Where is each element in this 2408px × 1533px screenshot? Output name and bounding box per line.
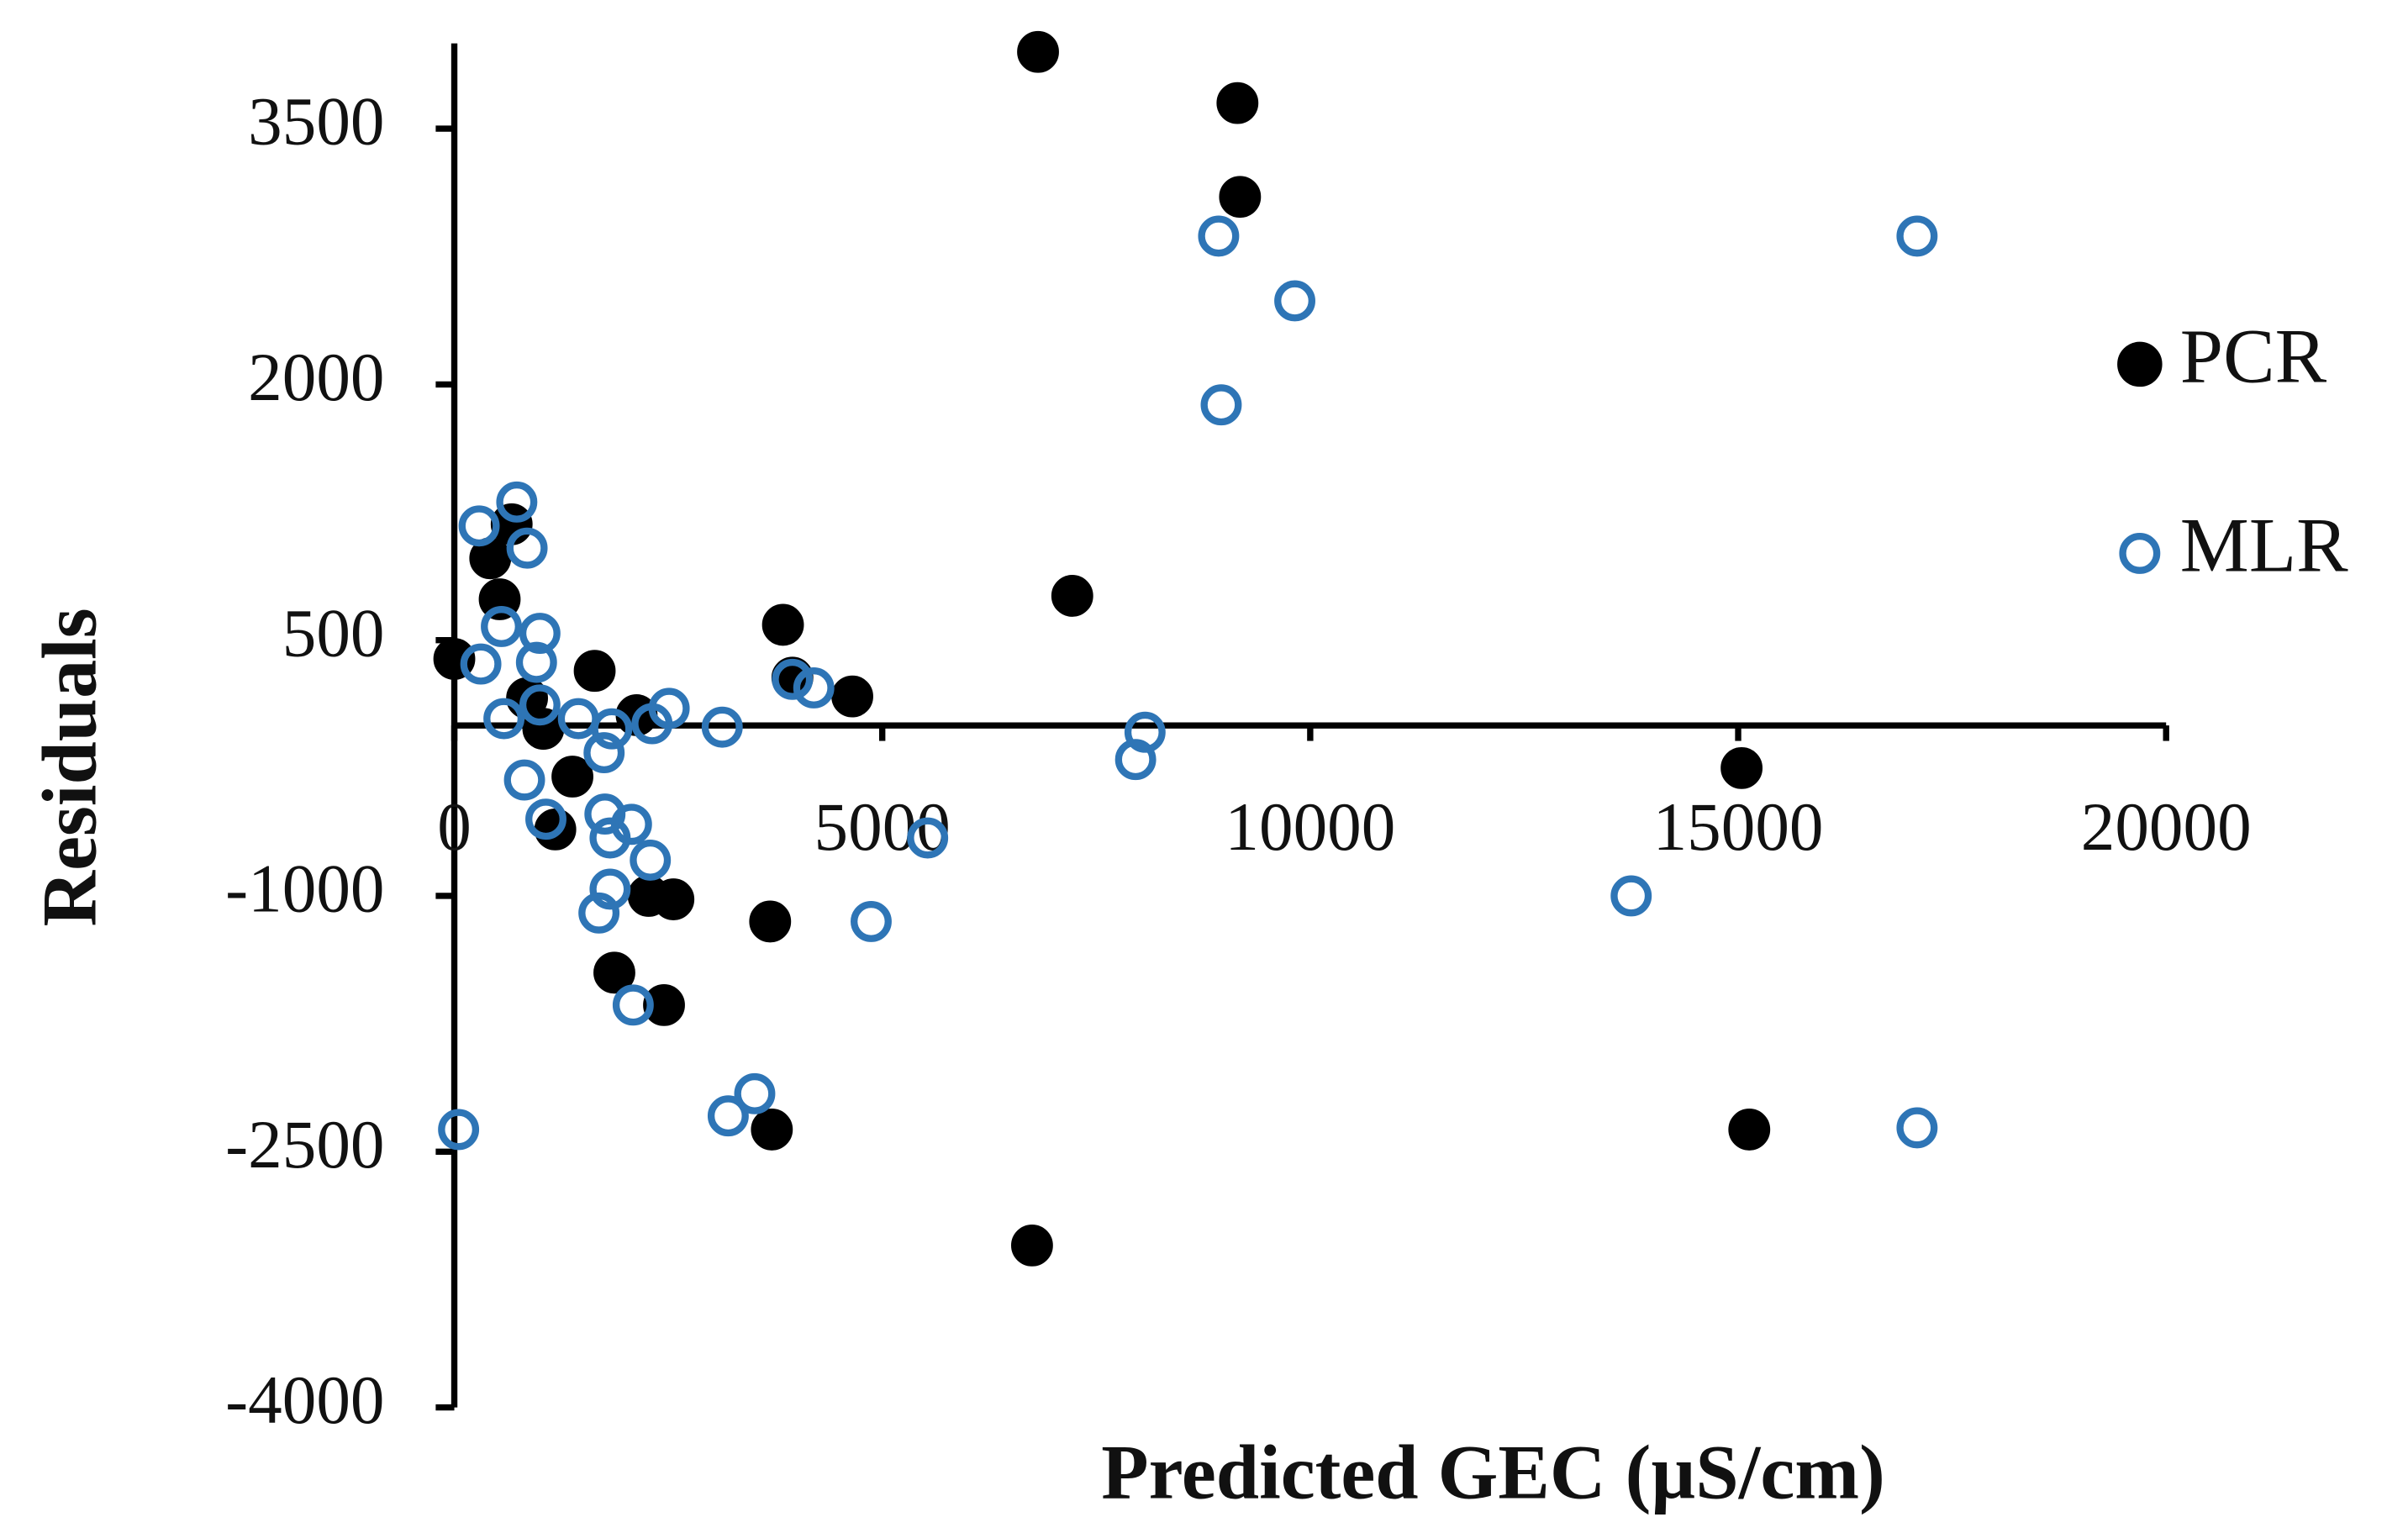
x-axis-title: Predicted GEC (µS/cm) (1101, 1429, 1885, 1515)
point (751, 1109, 793, 1151)
point (1051, 575, 1093, 617)
point (481, 606, 522, 647)
point (506, 527, 548, 569)
x-tick-label: 20000 (2081, 789, 2252, 865)
legend-label: MLR (2180, 503, 2348, 588)
point (438, 1109, 480, 1151)
y-tick-label: 500 (282, 595, 385, 671)
point (515, 641, 557, 683)
point (496, 481, 538, 523)
point (557, 698, 599, 740)
y-tick-label: -2500 (225, 1107, 384, 1183)
point (578, 892, 620, 934)
point (519, 684, 561, 726)
point (483, 698, 525, 740)
x-tick-label: 0 (437, 789, 472, 865)
point (627, 875, 670, 917)
y-tick-label: -4000 (225, 1362, 384, 1438)
point (1896, 1107, 1938, 1149)
legend-marker (2117, 341, 2163, 387)
point (1610, 875, 1652, 917)
point (551, 756, 593, 798)
point (707, 1095, 749, 1137)
legend-marker (2119, 532, 2161, 574)
x-tick-label: 15000 (1653, 789, 1824, 865)
y-axis-title: Residuals (26, 608, 112, 926)
point (503, 759, 545, 801)
point (1896, 215, 1938, 257)
point (573, 650, 616, 693)
point (1198, 215, 1240, 257)
point (907, 817, 949, 859)
point (701, 706, 743, 748)
point (630, 839, 672, 881)
point (593, 951, 635, 994)
y-tick-label: -1000 (225, 851, 384, 927)
point (1200, 384, 1242, 426)
point (1216, 82, 1259, 124)
point (734, 1072, 776, 1114)
point (589, 868, 631, 910)
point (1011, 1224, 1053, 1267)
point (1274, 280, 1315, 322)
point (519, 613, 561, 655)
point (772, 658, 814, 700)
y-tick-label: 3500 (248, 84, 384, 160)
point (1728, 1109, 1771, 1151)
point (458, 505, 500, 547)
point (612, 984, 654, 1026)
point (643, 983, 685, 1026)
point (1720, 746, 1763, 789)
point (793, 667, 835, 709)
point (610, 803, 652, 846)
point (831, 675, 873, 718)
point (1114, 739, 1157, 781)
legend-label: PCR (2180, 313, 2327, 399)
x-tick-label: 10000 (1225, 789, 1395, 865)
point (761, 603, 804, 646)
point (749, 900, 792, 943)
point (460, 643, 502, 685)
point (1219, 176, 1262, 219)
point (648, 687, 690, 730)
y-tick-label: 2000 (248, 340, 384, 415)
point (583, 732, 625, 774)
point (851, 900, 892, 942)
point (1017, 30, 1059, 73)
point (525, 798, 566, 840)
point (591, 708, 633, 750)
